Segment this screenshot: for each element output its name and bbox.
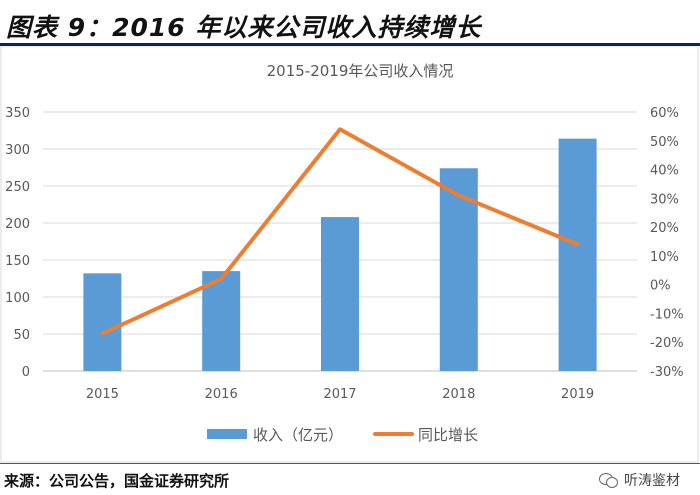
legend-label-revenue: 收入（亿元） <box>253 426 343 444</box>
watermark-label: 听涛鉴材 <box>624 473 680 489</box>
figure-header: 图表 9：2016 年以来公司收入持续增长 <box>0 0 700 46</box>
source-note: 来源：公司公告，国金证券研究所 <box>4 472 230 490</box>
y-left-tick-label: 0 <box>22 365 30 380</box>
y-left-tick-label: 150 <box>5 254 30 269</box>
y-right-tick-label: -30% <box>650 365 684 380</box>
watermark: 听涛鉴材 <box>599 470 680 490</box>
y-left-tick-label: 200 <box>5 217 30 232</box>
bar-revenue-2015 <box>83 273 122 371</box>
chart-frame <box>0 46 699 463</box>
footer-divider <box>0 463 700 464</box>
x-tick-label: 2018 <box>442 387 475 402</box>
y-right-tick-label: 10% <box>650 250 679 265</box>
y-right-tick-label: 0% <box>650 279 671 294</box>
y-right-tick-label: 60% <box>650 106 679 121</box>
combo-chart: 2015-2019年公司收入情况 0 50 100 150 200 250 300 350 -30… <box>0 46 699 463</box>
y-left-tick-label: 100 <box>5 291 30 306</box>
y-left-tick-label: 350 <box>5 106 30 121</box>
bar-revenue-2016 <box>202 271 241 371</box>
x-tick-label: 2019 <box>561 387 594 402</box>
x-tick-label: 2015 <box>86 387 119 402</box>
y-right-tick-label: -20% <box>650 336 684 351</box>
figure-title: 图表 9：2016 年以来公司收入持续增长 <box>6 13 482 42</box>
y-right-tick-label: -10% <box>650 307 684 322</box>
y-right-tick-label: 40% <box>650 164 679 179</box>
y-left-tick-label: 50 <box>13 328 30 343</box>
x-tick-label: 2017 <box>323 387 356 402</box>
x-tick-label: 2016 <box>205 387 238 402</box>
header-divider <box>0 43 700 46</box>
y-right-tick-label: 50% <box>650 135 679 150</box>
bar-revenue-2017 <box>321 217 359 371</box>
chart-container: 2015-2019年公司收入情况 0 50 100 150 200 250 300 350 -30… <box>0 46 700 464</box>
wechat-icon <box>599 472 619 488</box>
legend-swatch-revenue <box>207 429 247 439</box>
bar-revenue-2019 <box>558 138 597 371</box>
legend-label-growth: 同比增长 <box>418 426 478 444</box>
bar-revenue-2018 <box>439 168 478 371</box>
y-right-tick-label: 30% <box>650 192 679 207</box>
y-right-tick-label: 20% <box>650 221 679 236</box>
chart-title: 2015-2019年公司收入情况 <box>267 62 454 80</box>
y-left-tick-label: 250 <box>5 180 30 195</box>
y-left-tick-label: 300 <box>5 143 30 158</box>
